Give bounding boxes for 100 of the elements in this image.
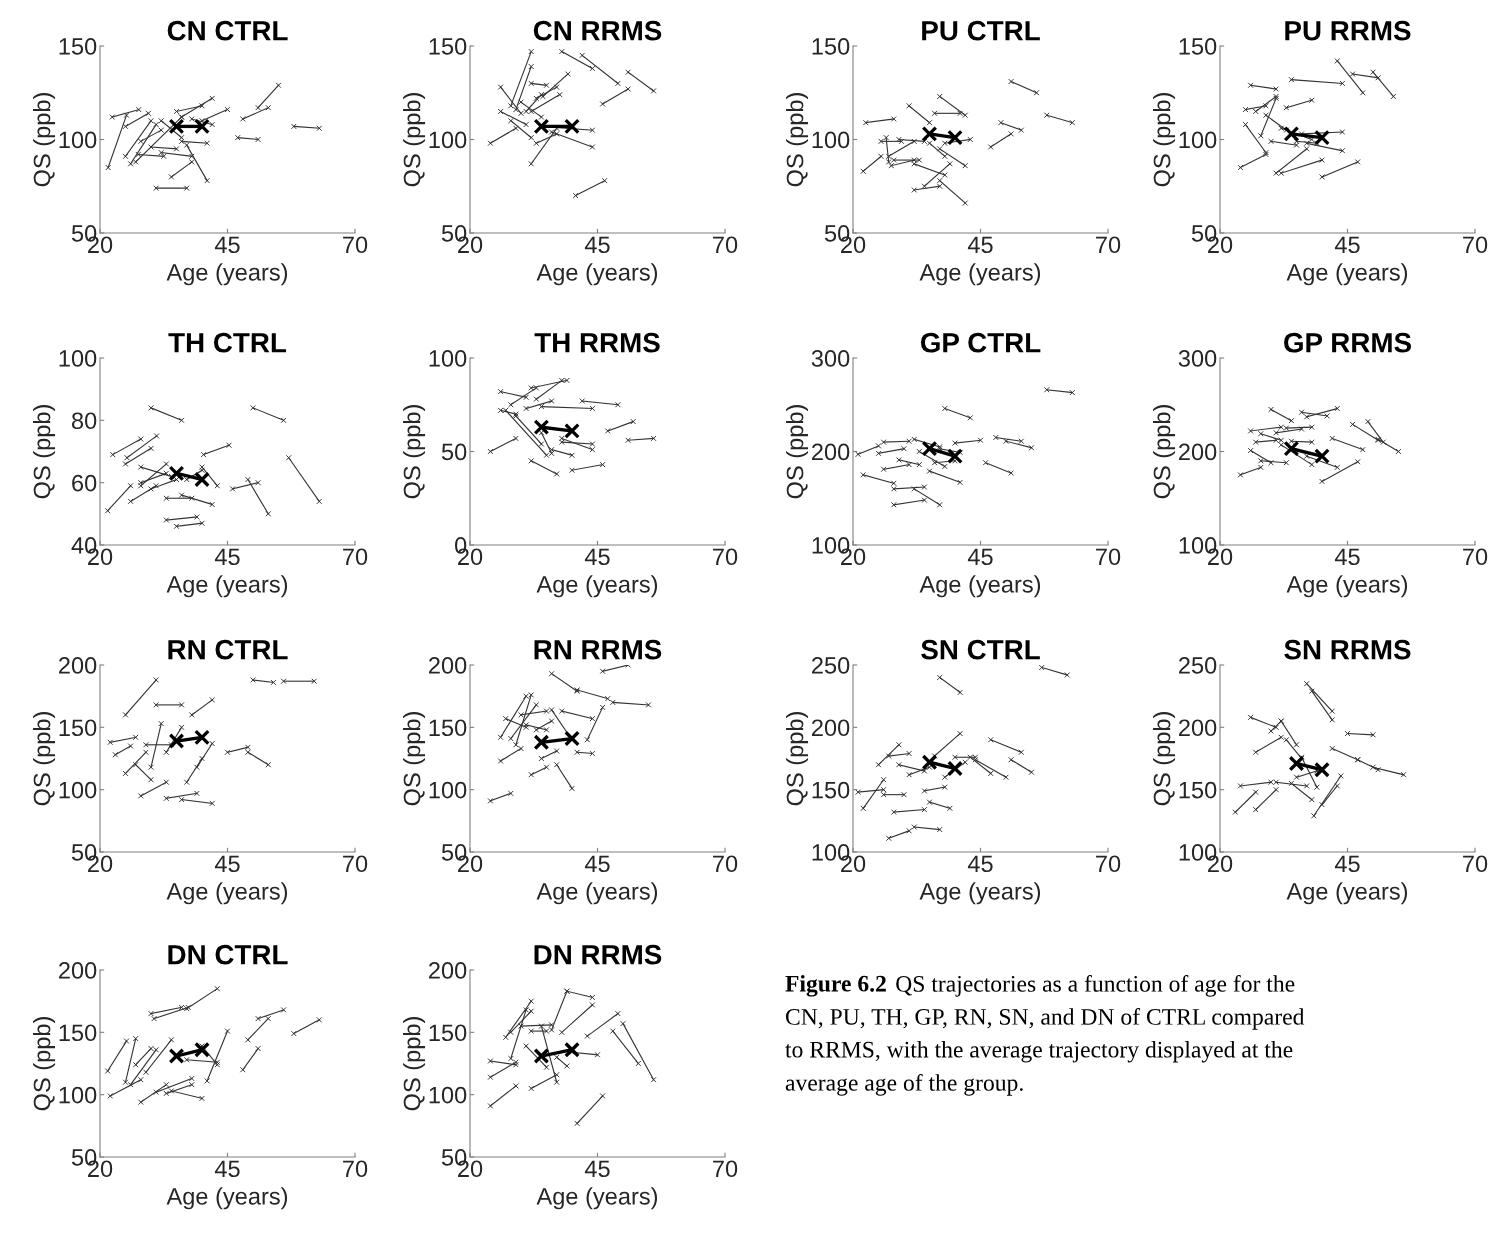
y-tick-label: 250 (1179, 657, 1217, 674)
y-tick-label: 200 (429, 657, 467, 674)
x-tick-label: 45 (214, 1160, 240, 1178)
y-tick-label: 100 (812, 131, 850, 149)
x-axis-title: Age (years) (536, 882, 658, 905)
y-tick-label: 200 (59, 962, 97, 979)
x-tick-label: 70 (713, 236, 738, 254)
y-tick-label: 100 (429, 1086, 467, 1104)
y-axis-title: QS (ppb) (786, 405, 809, 499)
x-tick-label: 45 (584, 236, 610, 254)
chart-title: SN RRMS (1284, 639, 1411, 660)
chart-title: SN CTRL (921, 639, 1040, 660)
chart-title: PU CTRL (922, 20, 1040, 41)
y-axis-title: QS (ppb) (403, 93, 426, 187)
y-axis-title: QS (ppb) (786, 712, 809, 806)
text: to RRMS, with the average trajectory displayed at the (785, 1041, 1293, 1063)
y-tick-label: 200 (1179, 443, 1217, 461)
x-axis-title: Age (years) (536, 263, 658, 286)
y-axis-title: QS (ppb) (403, 405, 426, 499)
x-tick-label: 45 (584, 1160, 610, 1178)
x-tick-label: 70 (1463, 236, 1488, 254)
x-tick-label: 45 (214, 236, 240, 254)
y-axis-title: QS (ppb) (33, 1017, 56, 1111)
x-axis-title: Age (years) (166, 882, 288, 905)
y-axis-title: QS (ppb) (33, 405, 56, 499)
y-tick-label: 100 (429, 350, 467, 367)
y-tick-label: 100 (59, 781, 97, 799)
chart-title: RN CTRL (168, 639, 288, 660)
x-axis-title: Age (years) (919, 575, 1041, 598)
y-tick-label: 200 (1179, 719, 1217, 737)
y-tick-label: 80 (71, 412, 97, 430)
y-tick-label: 300 (1178, 350, 1217, 367)
chart-title: CN RRMS (533, 20, 662, 41)
y-axis-title: QS (ppb) (1153, 712, 1176, 806)
x-tick-label: 45 (967, 236, 993, 254)
y-tick-label: 60 (72, 474, 97, 492)
x-tick-label: 70 (1096, 548, 1121, 566)
y-tick-label: 200 (59, 657, 97, 674)
y-axis-title: QS (ppb) (33, 93, 56, 187)
y-tick-label: 150 (59, 38, 97, 55)
x-tick-label: 45 (967, 548, 993, 566)
y-tick-label: 100 (1179, 131, 1217, 149)
y-axis-title: QS (ppb) (33, 712, 56, 806)
y-tick-label: 50 (441, 443, 467, 461)
y-tick-label: 150 (1179, 38, 1217, 55)
x-tick-label: 45 (1334, 855, 1360, 873)
y-tick-label: 100 (429, 131, 467, 149)
chart-title: RN RRMS (534, 639, 662, 660)
y-tick-label: 150 (59, 719, 97, 737)
y-tick-label: 100 (59, 1086, 97, 1104)
chart-title: GP CTRL (920, 332, 1041, 353)
y-tick-label: 200 (429, 962, 467, 979)
x-axis-title: Age (years) (1286, 575, 1408, 598)
y-tick-label: 100 (59, 350, 97, 367)
chart-title: DN CTRL (168, 944, 288, 965)
x-tick-label: 45 (214, 548, 240, 566)
y-tick-label: 250 (812, 657, 850, 674)
y-tick-label: 300 (811, 350, 850, 367)
y-tick-label: 150 (59, 1024, 97, 1042)
y-tick-label: 150 (429, 719, 467, 737)
chart-title: GP RRMS (1284, 332, 1411, 353)
chart-title: CN CTRL (167, 20, 288, 41)
x-tick-label: 70 (713, 855, 738, 873)
y-tick-label: 100 (59, 131, 97, 149)
x-tick-label: 70 (713, 548, 738, 566)
x-tick-label: 70 (713, 1160, 738, 1178)
y-tick-label: 150 (429, 1024, 467, 1042)
y-tick-label: 150 (812, 781, 850, 799)
x-tick-label: 70 (1096, 855, 1121, 873)
y-tick-label: 150 (1179, 781, 1217, 799)
x-tick-label: 45 (584, 855, 610, 873)
y-axis-title: QS (ppb) (1153, 405, 1176, 499)
y-axis-title: QS (ppb) (403, 1017, 426, 1111)
y-tick-label: 200 (812, 443, 850, 461)
x-tick-label: 70 (1463, 548, 1488, 566)
x-axis-title: Age (years) (919, 263, 1041, 286)
x-tick-label: 70 (343, 855, 368, 873)
x-tick-label: 70 (343, 236, 368, 254)
y-tick-label: 150 (429, 38, 467, 55)
x-axis-title: Age (years) (1286, 263, 1408, 286)
x-tick-label: 45 (584, 548, 610, 566)
chart-title: DN RRMS (534, 944, 662, 965)
x-tick-label: 45 (1334, 236, 1360, 254)
chart-title: TH RRMS (534, 332, 660, 353)
x-axis-title: Age (years) (166, 263, 288, 286)
x-axis-title: Age (years) (919, 882, 1041, 905)
y-axis-title: QS (ppb) (786, 93, 809, 187)
text: average age of the group. (785, 1074, 1023, 1096)
y-axis-title: QS (ppb) (403, 712, 426, 806)
x-axis-title: Age (years) (536, 575, 658, 598)
x-tick-label: 70 (1096, 236, 1121, 254)
y-axis-title: QS (ppb) (1153, 93, 1176, 187)
x-tick-label: 45 (214, 855, 240, 873)
y-tick-label: 200 (812, 719, 850, 737)
x-tick-label: 70 (343, 1160, 368, 1178)
text: Figure 6.2 (785, 975, 886, 997)
x-axis-title: Age (years) (536, 1187, 658, 1210)
y-tick-label: 100 (429, 781, 467, 799)
chart-title: PU RRMS (1285, 20, 1411, 41)
x-tick-label: 70 (343, 548, 368, 566)
